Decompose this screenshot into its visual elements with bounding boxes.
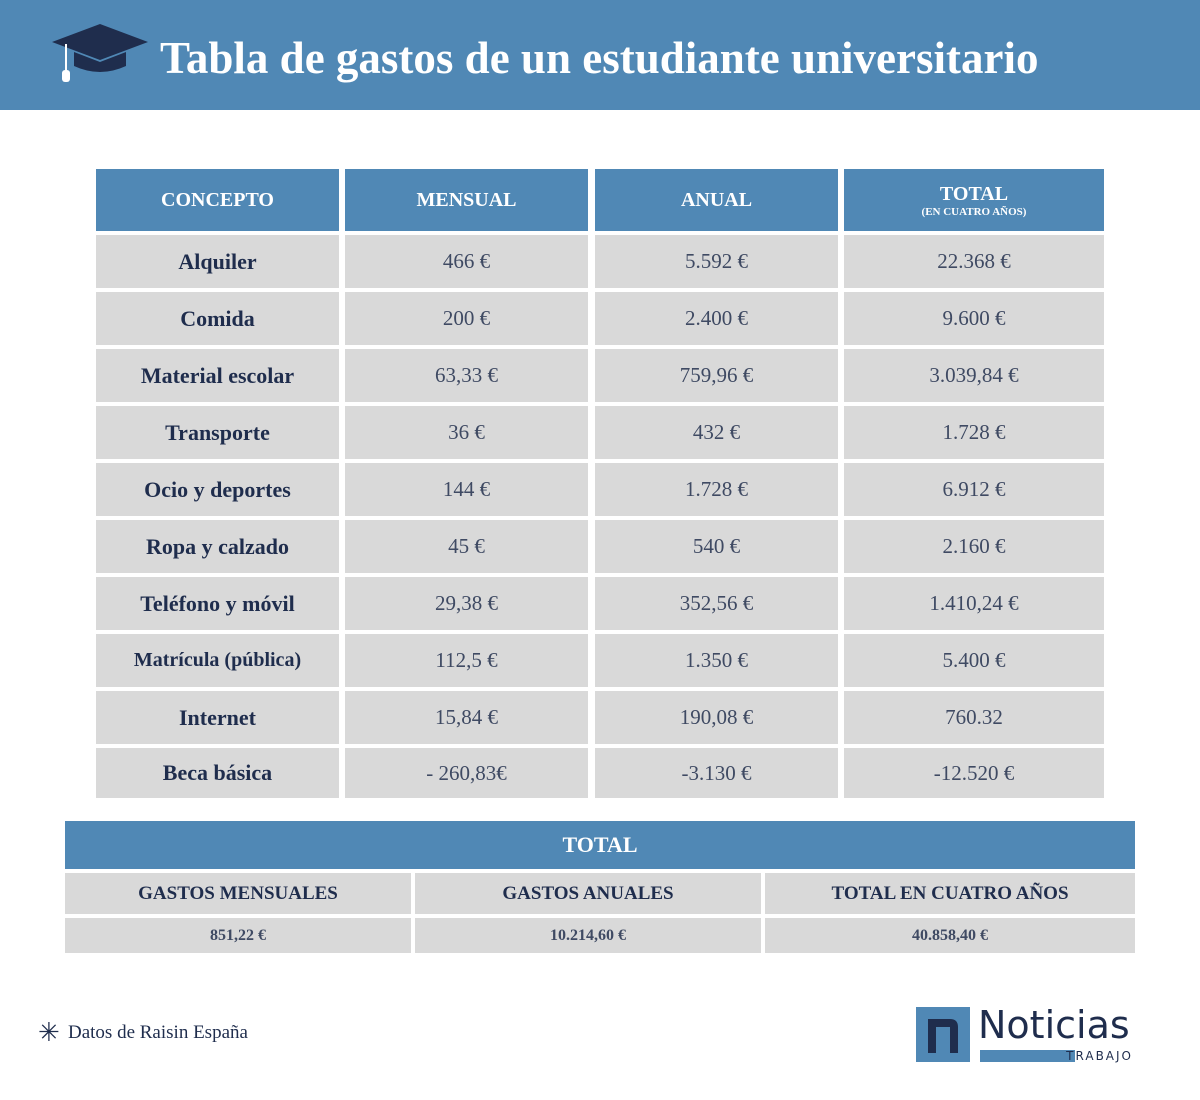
cell: 2.160 € xyxy=(844,520,1104,573)
cap-icon xyxy=(52,24,148,82)
row-label: Alquiler xyxy=(96,235,339,288)
row-label: Transporte xyxy=(96,406,339,459)
row-label: Teléfono y móvil xyxy=(96,577,339,630)
asterisk: ✳ xyxy=(38,1018,60,1047)
row-label: Matrícula (pública) xyxy=(96,634,339,687)
totals-value: 851,22 € xyxy=(65,918,411,953)
header-band xyxy=(0,0,1200,110)
cell: 112,5 € xyxy=(345,634,588,687)
cell: 9.600 € xyxy=(844,292,1104,345)
row-label: Beca básica xyxy=(96,748,339,798)
cell: 15,84 € xyxy=(345,691,588,744)
row-label: Ocio y deportes xyxy=(96,463,339,516)
cell: 22.368 € xyxy=(844,235,1104,288)
cell: -12.520 € xyxy=(844,748,1104,798)
cell: 29,38 € xyxy=(345,577,588,630)
cell: 190,08 € xyxy=(595,691,838,744)
row-label: Comida xyxy=(96,292,339,345)
cell: 144 € xyxy=(345,463,588,516)
cell: 1.728 € xyxy=(595,463,838,516)
totals-header: TOTAL EN CUATRO AÑOS xyxy=(765,873,1135,914)
page-title: Tabla de gastos de un estudiante univers… xyxy=(160,33,1039,83)
row-label: Internet xyxy=(96,691,339,744)
totals-header: GASTOS ANUALES xyxy=(415,873,761,914)
cell: 6.912 € xyxy=(844,463,1104,516)
row-label: Material escolar xyxy=(96,349,339,402)
table-header: TOTAL (EN CUATRO AÑOS) xyxy=(844,169,1104,231)
cell: 200 € xyxy=(345,292,588,345)
cell: 1.728 € xyxy=(844,406,1104,459)
table-header: CONCEPTO xyxy=(96,169,339,231)
cell: 36 € xyxy=(345,406,588,459)
logo-sub: TRABAJO xyxy=(980,1049,1133,1063)
cell: 540 € xyxy=(595,520,838,573)
totals-title: TOTAL xyxy=(65,821,1135,869)
cell: 5.592 € xyxy=(595,235,838,288)
logo-name: Noticias xyxy=(978,1003,1130,1047)
footnote: Datos de Raisin España xyxy=(68,1022,248,1043)
cell: -3.130 € xyxy=(595,748,838,798)
cell: 432 € xyxy=(595,406,838,459)
header-text: TOTAL xyxy=(939,182,1009,205)
table-header: ANUAL xyxy=(595,169,838,231)
totals-value: 40.858,40 € xyxy=(765,918,1135,953)
cell: 3.039,84 € xyxy=(844,349,1104,402)
totals-value: 10.214,60 € xyxy=(415,918,761,953)
cell: - 260,83€ xyxy=(345,748,588,798)
cell: 45 € xyxy=(345,520,588,573)
totals-header: GASTOS MENSUALES xyxy=(65,873,411,914)
cell: 759,96 € xyxy=(595,349,838,402)
cell: 1.410,24 € xyxy=(844,577,1104,630)
cell: 1.350 € xyxy=(595,634,838,687)
cell: 63,33 € xyxy=(345,349,588,402)
logo-mark xyxy=(916,1007,970,1062)
cell: 352,56 € xyxy=(595,577,838,630)
cell: 466 € xyxy=(345,235,588,288)
table-header: MENSUAL xyxy=(345,169,588,231)
row-label: Ropa y calzado xyxy=(96,520,339,573)
cell: 760.32 xyxy=(844,691,1104,744)
cell: 5.400 € xyxy=(844,634,1104,687)
cell: 2.400 € xyxy=(595,292,838,345)
header-note: (EN CUATRO AÑOS) xyxy=(921,205,1027,218)
